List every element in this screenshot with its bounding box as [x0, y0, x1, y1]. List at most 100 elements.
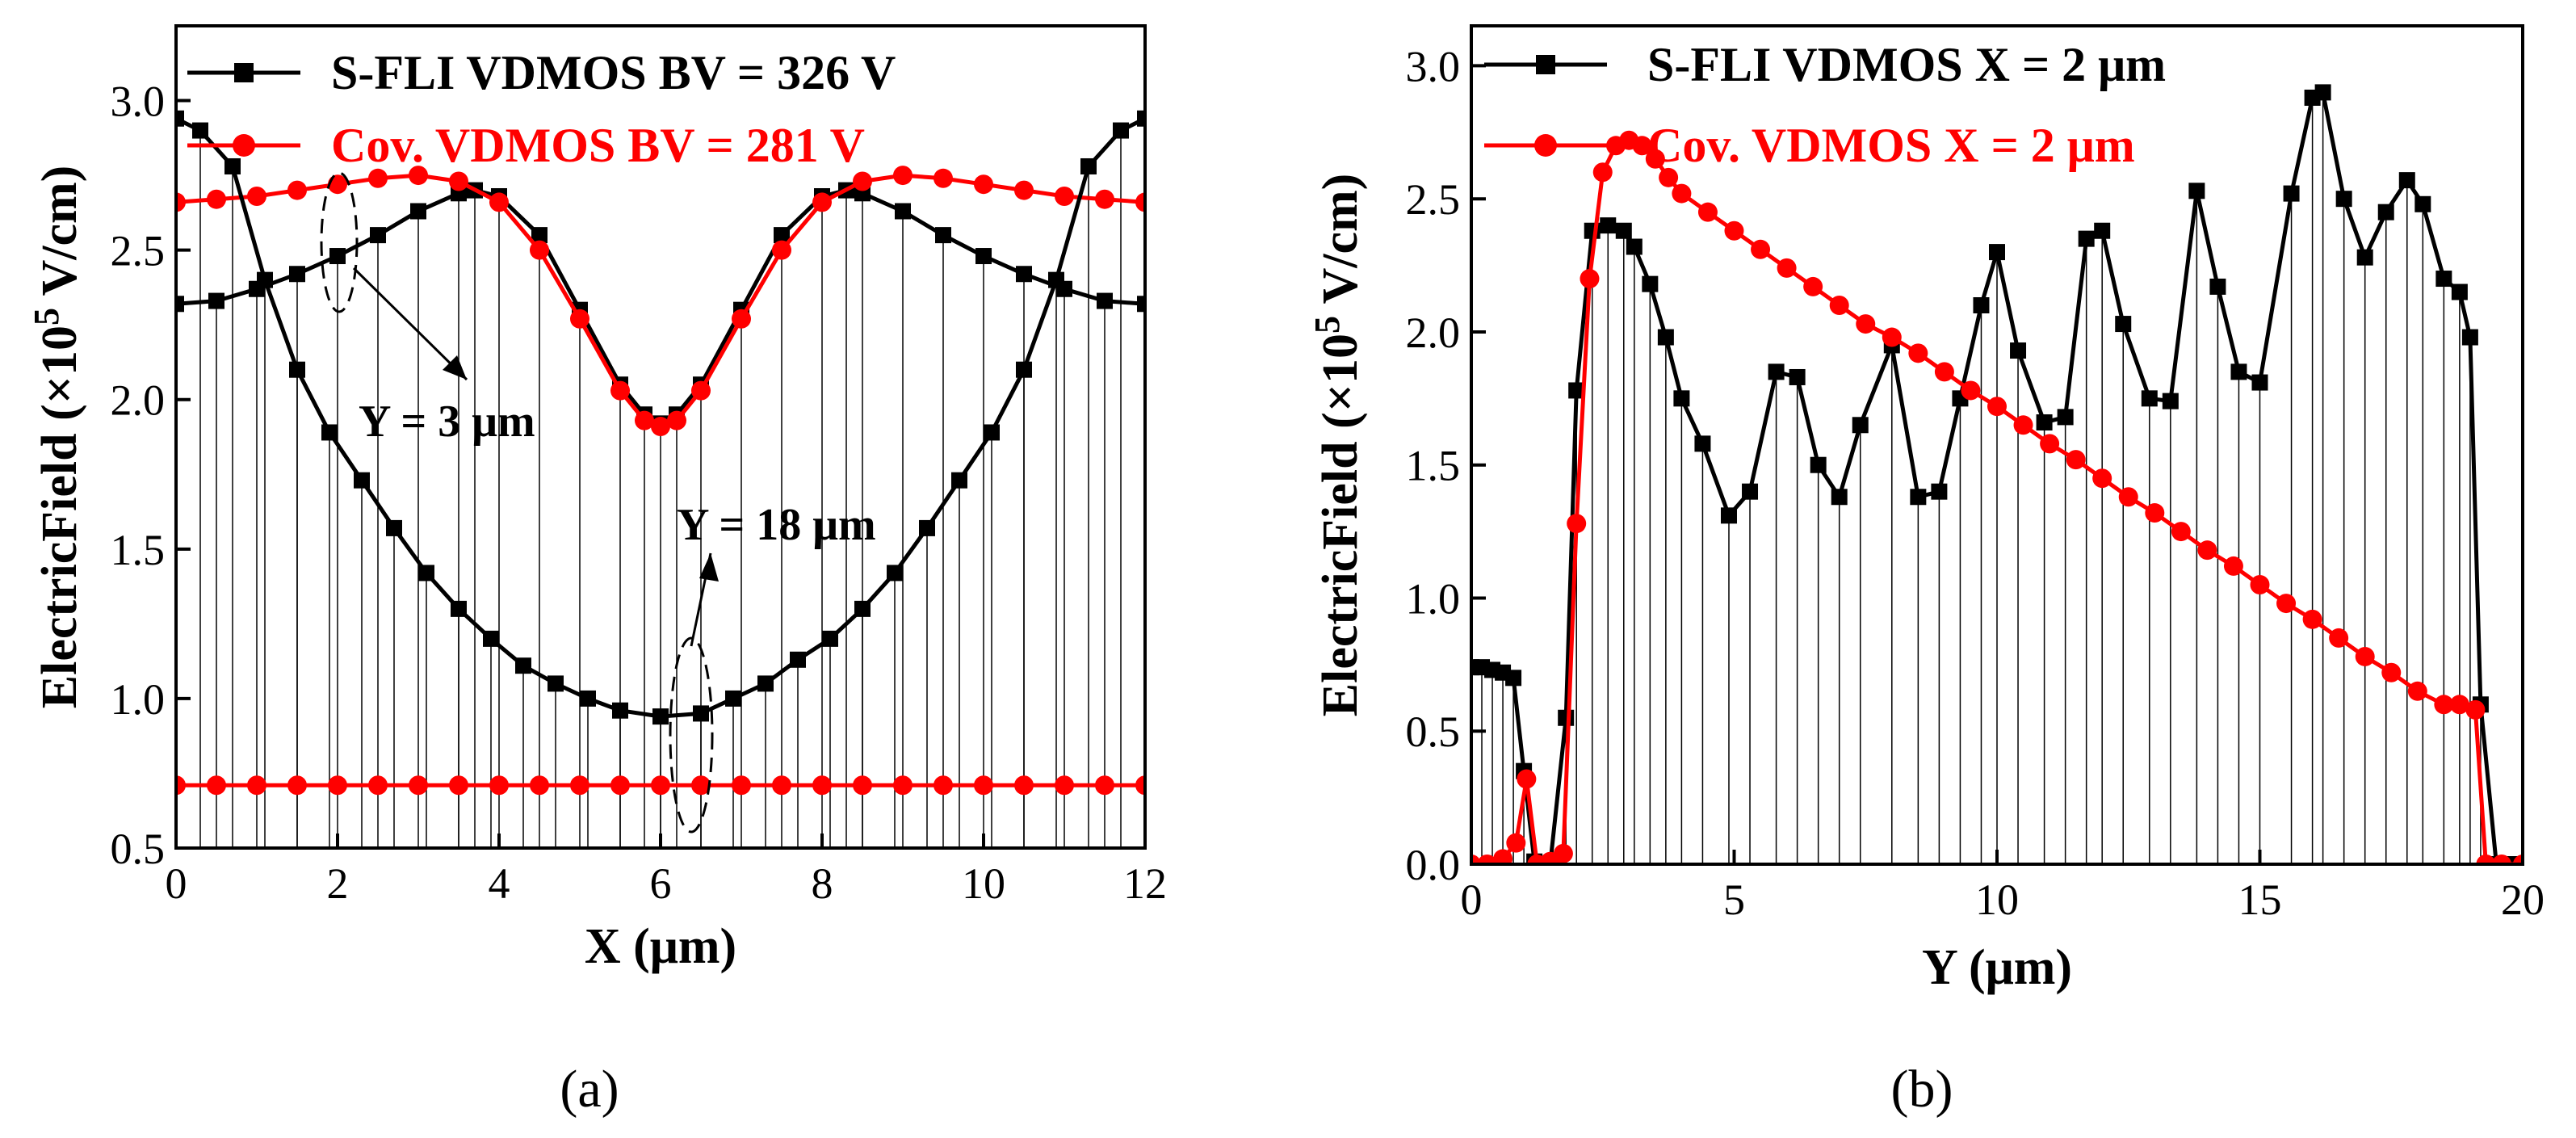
b-point-circle: [2276, 594, 2297, 614]
a-point-circle: [853, 171, 872, 191]
b-point-square: [2503, 856, 2520, 864]
a-point-circle: [287, 180, 307, 200]
b-point-circle: [1908, 343, 1928, 363]
b-point-square: [1694, 435, 1711, 452]
b-series-group: [1471, 84, 2523, 864]
b-point-circle: [1477, 855, 1497, 864]
a-point-circle: [570, 775, 589, 796]
a-point-circle: [667, 410, 686, 430]
a-annotation-arrowhead-y18: [699, 553, 719, 582]
b-point-circle: [2092, 468, 2112, 489]
a-x-tick-label: 6: [650, 859, 672, 908]
b-point-square: [1720, 507, 1737, 524]
a-annotation-arrow-y3: [352, 267, 468, 381]
a-point-circle: [610, 775, 630, 796]
a-point-circle: [974, 775, 993, 796]
a-series-line-1: [176, 173, 1145, 429]
a-y-axis-label-unit: V/cm): [32, 166, 87, 308]
caption-a: (a): [560, 1060, 619, 1119]
b-drop-lines: [1471, 92, 2482, 864]
a-point-circle: [247, 187, 266, 207]
a-point-circle: [449, 171, 468, 191]
a-point-square: [289, 266, 305, 283]
b-y-tick-label: 1.5: [1406, 442, 1461, 490]
a-y-axis-label: ElectricField (×105 V/cm): [27, 166, 87, 709]
a-point-circle: [207, 775, 226, 796]
a-point-circle: [489, 775, 509, 796]
a-point-circle: [651, 417, 670, 437]
b-point-circle: [2434, 695, 2454, 715]
b-point-circle: [2329, 628, 2349, 648]
b-point-square: [1768, 363, 1785, 380]
a-point-square: [386, 519, 402, 536]
a-point-circle: [207, 189, 226, 209]
a-point-square: [1016, 266, 1032, 283]
a-point-circle: [853, 775, 872, 796]
a-y-tick-label: 2.5: [111, 227, 166, 275]
a-point-square: [757, 675, 774, 692]
b-point-circle: [2013, 415, 2033, 435]
a-annotation-y3: Y = 3 μm: [359, 397, 535, 447]
b-point-circle: [1580, 269, 1600, 289]
b-point-circle: [1751, 239, 1771, 259]
a-y-tick-label: 1.0: [111, 675, 166, 724]
a-point-circle: [893, 775, 913, 796]
b-y-axis-label-main: ElectricField (×10: [1313, 334, 1368, 716]
b-legend-marker-cov: [1534, 134, 1557, 157]
b-point-circle: [2118, 487, 2138, 507]
b-x-tick-label: 0: [1461, 876, 1483, 924]
b-point-square: [2078, 230, 2095, 247]
b-point-circle: [2465, 699, 2486, 720]
a-point-square: [612, 702, 628, 719]
a-point-square: [1113, 122, 1129, 139]
a-annotation-ellipse-y18: [669, 636, 714, 834]
b-point-square: [1989, 244, 2005, 261]
a-point-square: [354, 472, 370, 489]
b-point-circle: [1934, 362, 1954, 382]
b-x-tick-label: 15: [2238, 876, 2282, 924]
a-point-circle: [1055, 187, 1074, 207]
a-point-square: [1097, 292, 1113, 309]
a-x-tick-label: 4: [489, 859, 510, 908]
a-point-circle: [409, 166, 428, 186]
a-point-square: [580, 690, 596, 707]
a-y-tick-label: 3.0: [111, 78, 166, 126]
a-point-square: [208, 292, 224, 309]
b-x-tick-label: 5: [1723, 876, 1745, 924]
b-point-circle: [1592, 162, 1613, 183]
a-point-circle: [812, 775, 832, 796]
b-y-axis-label-exponent: 5: [1307, 316, 1347, 334]
a-point-circle: [449, 775, 468, 796]
a-y-tick-label: 1.5: [111, 526, 166, 574]
a-x-tick-label: 2: [327, 859, 349, 908]
a-point-square: [224, 157, 241, 174]
a-point-square: [531, 227, 548, 244]
b-point-circle: [1724, 220, 1744, 241]
a-point-square: [1048, 271, 1064, 288]
a-point-circle: [489, 192, 509, 212]
b-point-square: [2377, 204, 2394, 220]
a-point-square: [774, 227, 790, 244]
b-point-square: [2356, 249, 2373, 266]
a-point-circle: [1055, 775, 1074, 796]
b-y-axis-label-unit: V/cm): [1313, 174, 1368, 316]
a-y-axis-label-main: ElectricField (×10: [32, 325, 87, 708]
b-point-circle: [2381, 662, 2402, 682]
b-point-circle: [1856, 314, 1876, 334]
a-x-tick-label: 8: [812, 859, 833, 908]
a-point-square: [176, 296, 184, 313]
b-point-circle: [2066, 450, 2086, 470]
a-point-circle: [732, 775, 751, 796]
b-point-square: [2010, 342, 2027, 359]
a-annotation-ellipse-y3: [320, 171, 359, 313]
b-y-tick-label: 3.0: [1406, 42, 1461, 90]
b-point-square: [1505, 670, 1522, 687]
b-point-square: [1852, 417, 1869, 434]
b-point-circle: [2302, 609, 2322, 629]
b-point-circle: [1517, 769, 1537, 789]
a-x-tick-label: 0: [166, 859, 187, 908]
a-point-square: [192, 122, 208, 139]
a-point-square: [822, 630, 838, 647]
b-point-square: [1831, 489, 1848, 506]
